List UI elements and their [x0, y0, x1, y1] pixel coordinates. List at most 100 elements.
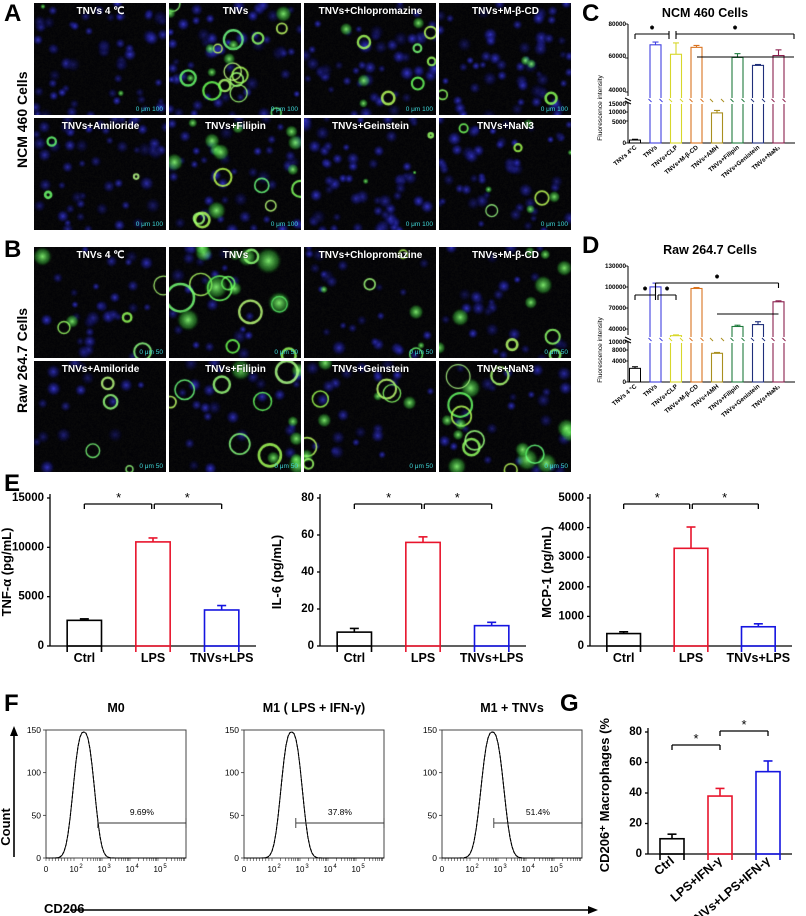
svg-text:5: 5	[163, 864, 167, 870]
svg-text:5000: 5000	[18, 591, 44, 603]
svg-text:1000: 1000	[558, 610, 584, 622]
svg-text:*: *	[722, 490, 727, 505]
svg-text:TNVs 4°C: TNVs 4°C	[612, 144, 638, 168]
svg-text:80: 80	[629, 726, 642, 738]
svg-text:*: *	[116, 490, 121, 505]
svg-text:10: 10	[70, 865, 79, 874]
svg-text:*: *	[650, 25, 653, 34]
svg-text:10: 10	[268, 865, 277, 874]
svg-text:40000: 40000	[608, 326, 626, 333]
svg-text:40000: 40000	[608, 87, 626, 94]
svg-text:0: 0	[622, 379, 626, 386]
svg-text:TNF-α (pg/mL): TNF-α (pg/mL)	[0, 528, 14, 617]
svg-text:0: 0	[432, 853, 437, 863]
svg-text:Fluorescence intensity: Fluorescence intensity	[597, 74, 604, 140]
svg-text:*: *	[665, 286, 668, 295]
svg-text:10: 10	[550, 865, 559, 874]
svg-text:10: 10	[98, 865, 107, 874]
svg-text:Ctrl: Ctrl	[651, 854, 676, 879]
svg-text:2000: 2000	[558, 581, 584, 593]
svg-text:10000: 10000	[608, 339, 626, 346]
svg-text:4000: 4000	[558, 522, 584, 534]
svg-text:Fluorescence intensity: Fluorescence intensity	[597, 316, 604, 382]
svg-text:Ctrl: Ctrl	[344, 651, 366, 665]
svg-text:100000: 100000	[605, 284, 627, 291]
svg-text:MCP-1 (pg/mL): MCP-1 (pg/mL)	[540, 526, 554, 618]
svg-text:10: 10	[466, 865, 475, 874]
svg-text:5000: 5000	[558, 492, 584, 504]
svg-text:3: 3	[107, 864, 111, 870]
svg-text:0: 0	[440, 865, 445, 874]
svg-text:5: 5	[361, 864, 365, 870]
svg-text:0: 0	[234, 853, 239, 863]
svg-text:10000: 10000	[608, 109, 626, 116]
svg-text:60000: 60000	[608, 53, 626, 60]
svg-text:10: 10	[324, 865, 333, 874]
svg-text:10: 10	[522, 865, 531, 874]
svg-text:TNVs 4 °C: TNVs 4 °C	[611, 383, 639, 408]
svg-text:*: *	[455, 490, 460, 505]
svg-text:*: *	[643, 286, 646, 295]
svg-text:0: 0	[38, 640, 44, 652]
svg-text:15000: 15000	[12, 492, 44, 504]
svg-text:*: *	[733, 25, 736, 34]
svg-text:LPS: LPS	[141, 651, 165, 665]
svg-text:M1 ( LPS + IFN-γ): M1 ( LPS + IFN-γ)	[263, 701, 365, 715]
svg-text:100: 100	[225, 768, 239, 778]
svg-text:TNVs+LPS: TNVs+LPS	[727, 651, 791, 665]
svg-text:10: 10	[296, 865, 305, 874]
svg-text:IL-6 (pg/mL): IL-6 (pg/mL)	[270, 535, 284, 609]
svg-text:150: 150	[225, 725, 239, 735]
svg-text:5000: 5000	[612, 119, 627, 126]
svg-text:4: 4	[333, 864, 337, 870]
svg-text:TNVs+LPS: TNVs+LPS	[190, 651, 254, 665]
svg-text:50: 50	[428, 810, 438, 820]
svg-text:15000: 15000	[608, 101, 626, 108]
svg-text:0: 0	[636, 848, 642, 860]
svg-text:TNVs+LPS: TNVs+LPS	[460, 651, 524, 665]
svg-text:2: 2	[79, 864, 83, 870]
svg-text:CD206⁺ Macrophages (%): CD206⁺ Macrophages (%)	[598, 718, 612, 872]
svg-text:10: 10	[494, 865, 503, 874]
svg-text:40: 40	[301, 566, 314, 578]
svg-text:4000: 4000	[612, 358, 627, 365]
svg-text:0: 0	[308, 640, 314, 652]
svg-text:70000: 70000	[608, 305, 626, 312]
svg-text:*: *	[386, 490, 391, 505]
svg-text:LPS: LPS	[411, 651, 435, 665]
svg-text:100: 100	[423, 768, 437, 778]
svg-text:0: 0	[36, 853, 41, 863]
svg-text:3: 3	[305, 864, 309, 870]
svg-text:10: 10	[352, 865, 361, 874]
svg-text:50: 50	[230, 810, 240, 820]
svg-text:80: 80	[301, 492, 314, 504]
svg-text:2: 2	[277, 864, 281, 870]
svg-text:TNVs: TNVs	[642, 383, 659, 399]
svg-text:4: 4	[135, 864, 139, 870]
svg-text:*: *	[715, 274, 718, 283]
svg-text:0: 0	[622, 140, 626, 147]
svg-text:10: 10	[154, 865, 163, 874]
svg-text:4: 4	[531, 864, 535, 870]
svg-text:*: *	[693, 731, 698, 746]
svg-text:130000: 130000	[605, 263, 627, 270]
svg-text:100: 100	[27, 768, 41, 778]
svg-text:*: *	[185, 490, 190, 505]
svg-text:*: *	[655, 490, 660, 505]
svg-text:60: 60	[301, 529, 314, 541]
svg-text:80000: 80000	[608, 21, 626, 28]
svg-text:20: 20	[629, 818, 642, 830]
svg-text:2: 2	[475, 864, 479, 870]
svg-text:M0: M0	[107, 701, 124, 715]
svg-text:Ctrl: Ctrl	[74, 651, 96, 665]
svg-text:Ctrl: Ctrl	[613, 651, 635, 665]
svg-text:M1 + TNVs: M1 + TNVs	[480, 701, 544, 715]
svg-text:3000: 3000	[558, 551, 584, 563]
svg-text:TNVs: TNVs	[642, 144, 659, 160]
svg-text:LPS: LPS	[679, 651, 703, 665]
svg-text:150: 150	[27, 725, 41, 735]
svg-text:10000: 10000	[12, 541, 44, 553]
svg-text:10: 10	[126, 865, 135, 874]
svg-text:51.4%: 51.4%	[526, 807, 551, 817]
svg-text:3: 3	[503, 864, 507, 870]
